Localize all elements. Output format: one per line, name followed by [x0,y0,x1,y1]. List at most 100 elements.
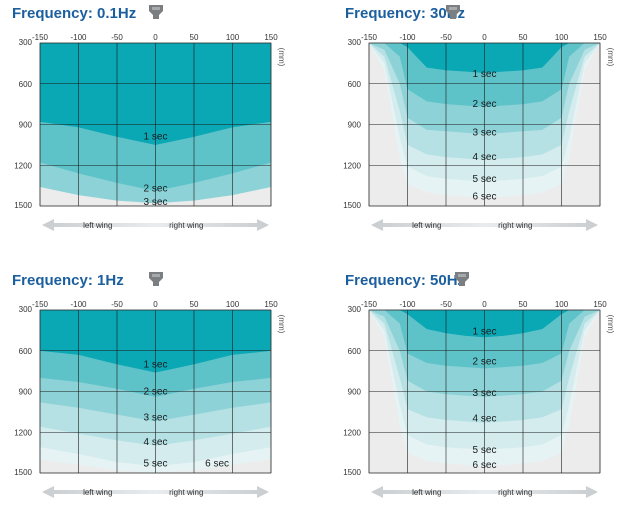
y-tick-label: 1200 [343,428,361,437]
band-label: 2 sec [473,99,497,110]
band-label: 1 sec [473,69,497,80]
x-tick-label: 100 [226,33,240,42]
band-label: 4 sec [144,437,168,448]
y-tick-label: 300 [19,305,33,314]
x-tick-label: 150 [593,33,607,42]
unit-label: (mm) [277,315,286,334]
band-label: 6 sec [473,191,497,202]
nozzle-icon [149,272,163,286]
right-wing-label: right wing [169,221,203,230]
x-tick-label: 0 [153,33,158,42]
plot-frame [39,42,272,207]
plot-frame [39,309,272,474]
y-tick-label: 1200 [14,161,32,170]
y-tick-label: 1500 [14,468,32,477]
x-tick-label: -50 [440,33,452,42]
x-tick-label: -150 [361,300,378,309]
band-label: 6 sec [473,460,497,471]
chart-panel: Frequency: 1Hz -150 -100 -50 0 50 100 150 300 600… [12,272,286,498]
y-tick-label: 300 [19,38,33,47]
chart-title: Frequency: 0.1Hz [12,5,136,22]
left-wing-label: left wing [412,488,441,497]
double-arrow-icon [42,486,269,498]
y-tick-label: 900 [348,121,362,130]
band-label: 2 sec [144,183,168,194]
band-label: 4 sec [473,152,497,163]
right-wing-label: right wing [498,488,532,497]
y-tick-label: 300 [348,305,362,314]
y-tick-label: 1500 [343,468,361,477]
y-tick-label: 600 [19,347,33,356]
band-label: 5 sec [473,445,497,456]
x-tick-label: 100 [555,33,569,42]
x-tick-label: 50 [519,33,528,42]
x-tick-label: 0 [482,33,487,42]
x-tick-label: -100 [70,33,87,42]
band-label: 3 sec [144,197,168,208]
x-tick-label: 50 [519,300,528,309]
x-tick-label: -50 [111,300,123,309]
band-label: 4 sec [473,414,497,425]
y-tick-label: 1500 [343,201,361,210]
x-tick-label: 150 [593,300,607,309]
y-tick-label: 900 [19,388,33,397]
x-tick-label: -100 [399,33,416,42]
nozzle-icon [446,5,460,19]
chart-panel: Frequency: 0.1Hz -150 -100 -50 0 50 100 150 300 6… [12,5,286,231]
x-tick-label: -150 [32,33,49,42]
y-tick-label: 900 [19,121,33,130]
y-tick-label: 1500 [14,201,32,210]
chart-panel: Frequency: 30Hz -150 -100 -50 0 50 100 150 300 60… [343,5,615,231]
x-tick-label: 100 [226,300,240,309]
right-wing-label: right wing [169,488,203,497]
x-tick-label: 0 [482,300,487,309]
x-tick-label: -100 [399,300,416,309]
x-tick-label: 0 [153,300,158,309]
x-tick-label: -150 [361,33,378,42]
nozzle-icon [455,272,469,286]
y-tick-label: 600 [19,80,33,89]
band-label: 3 sec [473,128,497,139]
x-tick-label: 100 [555,300,569,309]
y-tick-label: 1200 [343,161,361,170]
right-wing-label: right wing [498,221,532,230]
chart-panel: Frequency: 50Hz -150 -100 -50 0 50 100 150 300 60… [343,272,615,498]
y-tick-label: 1200 [14,428,32,437]
x-tick-label: -150 [32,300,49,309]
double-arrow-icon [42,219,269,231]
band-label: 6 sec [205,458,229,469]
unit-label: (mm) [277,48,286,67]
left-wing-label: left wing [412,221,441,230]
x-tick-label: 50 [190,33,199,42]
x-tick-label: -50 [111,33,123,42]
double-arrow-icon [371,486,598,498]
plot-frame [368,42,601,207]
x-tick-label: -50 [440,300,452,309]
band-label: 1 sec [144,132,168,143]
chart-title: Frequency: 1Hz [12,272,124,289]
band-label: 1 sec [144,359,168,370]
chart-title: Frequency: 30Hz [345,5,465,22]
left-wing-label: left wing [83,221,112,230]
plot-frame [368,309,601,474]
x-tick-label: 50 [190,300,199,309]
band-label: 5 sec [144,458,168,469]
y-tick-label: 900 [348,388,362,397]
chart-title: Frequency: 50Hz [345,272,465,289]
y-tick-label: 600 [348,80,362,89]
band-label: 5 sec [473,174,497,185]
unit-label: (mm) [606,315,615,334]
left-wing-label: left wing [83,488,112,497]
band-label: 3 sec [473,388,497,399]
band-label: 2 sec [144,387,168,398]
band-label: 1 sec [473,327,497,338]
x-tick-label: -100 [70,300,87,309]
band-label: 3 sec [144,412,168,423]
unit-label: (mm) [606,48,615,67]
y-tick-label: 600 [348,347,362,356]
nozzle-icon [149,5,163,19]
x-tick-label: 150 [264,300,278,309]
y-tick-label: 300 [348,38,362,47]
band-label: 2 sec [473,357,497,368]
